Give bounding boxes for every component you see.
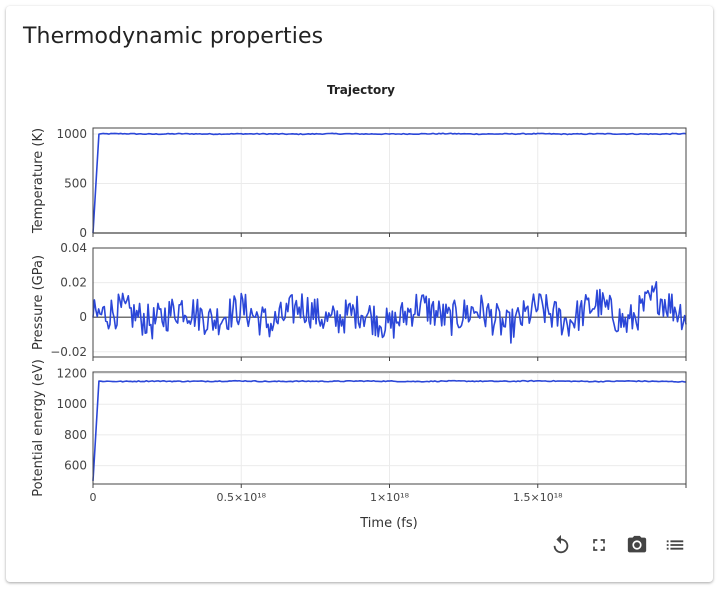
x-tick-label: 0: [90, 491, 97, 504]
x-axis-label: Time (fs): [359, 516, 417, 531]
y-tick-label: 0: [79, 310, 87, 324]
camera-icon: [626, 534, 648, 556]
chart-title: Trajectory: [327, 83, 395, 97]
reset-view-button[interactable]: [547, 531, 575, 559]
y-tick-label: 1000: [56, 397, 87, 411]
subplot-potential-energy: 600 800 1000 1200 Potential energy (eV): [31, 359, 686, 497]
list-icon: [664, 534, 686, 556]
y-axis-label-temperature: Temperature (K): [31, 128, 46, 234]
x-tick-label: 1.5×10¹⁸: [513, 491, 563, 504]
y-tick-label: 500: [64, 176, 87, 190]
y-tick-label: 1000: [56, 127, 87, 141]
y-tick-label: 1200: [56, 367, 87, 381]
y-tick-label: 0: [79, 226, 87, 240]
data-table-button[interactable]: [661, 531, 689, 559]
fullscreen-icon: [589, 535, 609, 555]
y-axis-label-pressure: Pressure (GPa): [31, 255, 46, 350]
subplot-temperature: 0 500 1000 Temperature (K): [31, 127, 686, 240]
refresh-icon: [550, 534, 572, 556]
fullscreen-button[interactable]: [585, 531, 613, 559]
y-tick-label: −0.02: [50, 345, 87, 359]
y-tick-label: 600: [64, 459, 87, 473]
chart-toolbar: [547, 531, 697, 559]
x-tick-label: 1×10¹⁸: [370, 491, 410, 504]
y-tick-label: 0.04: [60, 241, 87, 255]
x-tick-label: 0.5×10¹⁸: [216, 491, 266, 504]
y-axis-label-potential-energy: Potential energy (eV): [31, 359, 46, 497]
screenshot-button[interactable]: [623, 531, 651, 559]
y-tick-label: 0.02: [60, 276, 87, 290]
y-tick-label: 800: [64, 428, 87, 442]
subplot-pressure: −0.02 0 0.02 0.04 Pressure (GPa): [31, 241, 686, 361]
